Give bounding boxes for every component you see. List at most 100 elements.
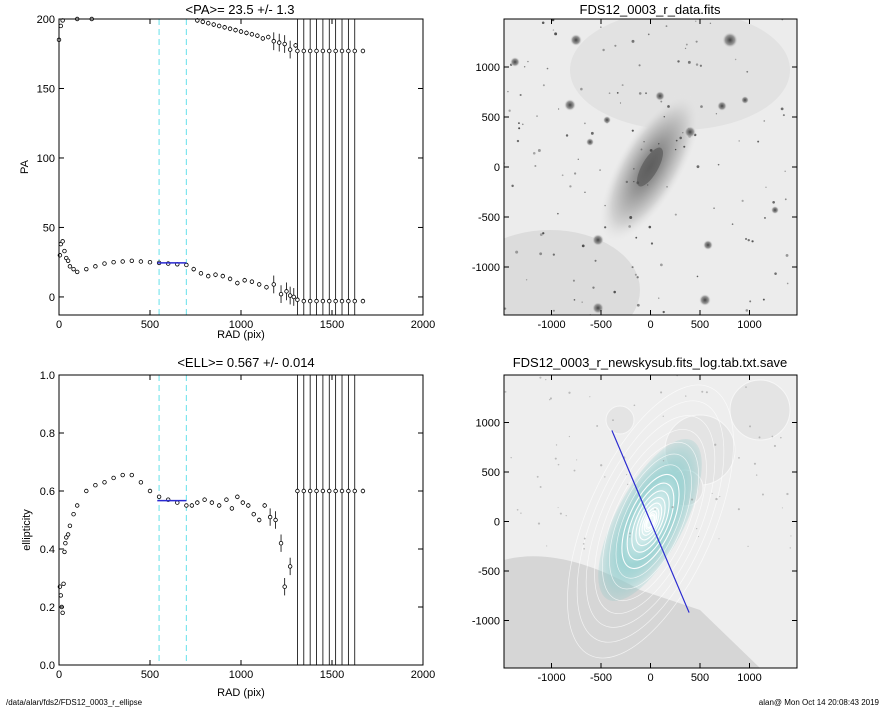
star — [608, 92, 611, 95]
x-tick-label: 1000 — [229, 669, 253, 681]
bright-star — [703, 240, 713, 250]
data-point — [339, 48, 345, 54]
star-field — [504, 19, 789, 315]
star — [629, 532, 631, 535]
data-point — [255, 33, 260, 38]
star — [660, 100, 663, 103]
data-point — [229, 506, 235, 511]
y-tick-label: -500 — [478, 212, 500, 224]
star — [773, 444, 777, 448]
data-point — [314, 488, 319, 494]
star — [537, 522, 541, 525]
pa-marks — [56, 16, 366, 315]
x-tick-label: 500 — [141, 319, 159, 331]
star — [747, 545, 749, 547]
y-tick-label: 0 — [49, 292, 55, 304]
star — [568, 391, 571, 394]
y-tick-label: 200 — [37, 14, 55, 26]
isophote-ellipse — [645, 513, 656, 530]
star — [519, 93, 522, 97]
star — [737, 508, 740, 511]
star — [600, 464, 603, 467]
y-tick-label: 0.4 — [40, 544, 55, 556]
x-tick-label: 0 — [647, 672, 653, 684]
star — [654, 508, 656, 510]
data-point — [58, 593, 64, 598]
data-point — [67, 264, 73, 269]
star — [758, 436, 761, 439]
pa-axes: 0 500 1000 1500 2000 0 50 100 150 200 — [37, 14, 436, 331]
data-point — [295, 297, 300, 302]
star — [757, 140, 760, 143]
star — [649, 149, 653, 152]
data-point — [65, 258, 71, 264]
data-point — [74, 503, 80, 508]
data-point — [282, 584, 287, 589]
star — [638, 64, 641, 67]
star — [764, 216, 766, 219]
star — [521, 123, 524, 126]
star — [552, 29, 555, 31]
x-tick-label: 1000 — [737, 319, 761, 331]
star — [508, 109, 511, 112]
star — [527, 60, 529, 63]
star — [782, 114, 785, 117]
star — [713, 207, 715, 210]
data-point — [202, 497, 207, 502]
star — [557, 212, 559, 215]
data-point — [346, 298, 351, 304]
star — [590, 131, 594, 135]
isophote-ellipse — [631, 490, 670, 553]
data-point — [65, 532, 71, 537]
data-point — [138, 259, 144, 264]
data-point — [307, 48, 313, 54]
bright-star — [564, 99, 576, 111]
star — [745, 309, 749, 312]
y-tick-label: 0.8 — [40, 428, 55, 440]
star — [581, 301, 583, 303]
star — [510, 456, 512, 459]
y-tick-label: 150 — [37, 83, 55, 95]
data-point — [287, 293, 293, 298]
star — [685, 43, 688, 46]
data-point — [278, 291, 284, 297]
star — [677, 60, 680, 63]
star — [555, 444, 558, 446]
star — [665, 25, 668, 28]
star — [545, 379, 547, 381]
isophote-ellipse — [626, 482, 675, 561]
star — [765, 186, 767, 188]
star — [674, 213, 677, 216]
data-point — [206, 273, 211, 279]
bright-star — [586, 138, 594, 146]
data-point — [307, 298, 313, 304]
star — [596, 425, 599, 427]
star — [552, 309, 555, 312]
y-tick-label: 500 — [482, 112, 500, 124]
star — [551, 19, 555, 22]
star — [557, 108, 560, 110]
star — [741, 199, 744, 202]
star — [731, 223, 734, 225]
data-point — [222, 25, 227, 30]
star — [568, 435, 571, 438]
isophote-ellipse — [641, 507, 660, 536]
y-tick-label: 0.2 — [40, 602, 55, 614]
star — [700, 105, 703, 108]
data-point — [156, 494, 162, 499]
x-tick-label: 0 — [647, 319, 653, 331]
model-image-field — [504, 375, 797, 668]
data-point — [291, 294, 296, 300]
y-tick-label: 0.0 — [40, 660, 55, 672]
star — [784, 198, 787, 201]
star — [504, 390, 507, 393]
data-point — [102, 480, 107, 485]
bright-star — [510, 57, 520, 67]
isophote-ellipse — [646, 514, 655, 529]
star — [738, 140, 740, 142]
isophote-ellipse — [635, 496, 666, 547]
star — [584, 191, 586, 194]
data-point — [314, 298, 319, 304]
star — [786, 282, 789, 285]
star — [781, 507, 783, 509]
